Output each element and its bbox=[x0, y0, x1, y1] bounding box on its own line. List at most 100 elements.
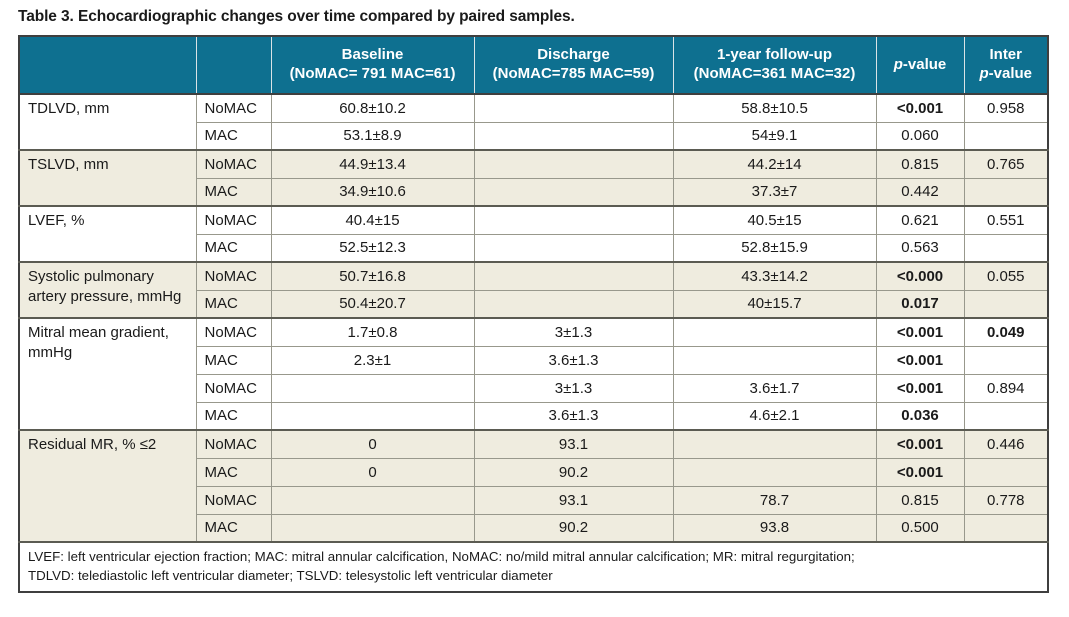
inter-p-value: 0.055 bbox=[963, 261, 1049, 291]
p-value: <0.001 bbox=[875, 317, 965, 347]
inter-p-value: 0.894 bbox=[963, 373, 1049, 403]
baseline-value bbox=[270, 513, 475, 543]
table-row: Systolic pulmonary artery pressure, mmHg… bbox=[18, 261, 1049, 319]
discharge-value bbox=[473, 177, 674, 207]
p-value: <0.001 bbox=[875, 457, 965, 487]
p-value: 0.563 bbox=[875, 233, 965, 263]
p-value: 0.017 bbox=[875, 289, 965, 319]
p-value: 0.060 bbox=[875, 121, 965, 151]
p-value: 0.442 bbox=[875, 177, 965, 207]
header-empty-subgroup bbox=[195, 36, 271, 95]
p-value: <0.000 bbox=[875, 261, 965, 291]
table-row: TDLVD, mm NoMAC 60.8±10.2 58.8±10.5 <0.0… bbox=[18, 93, 1049, 151]
table-row: MAC 90.2 93.8 0.500 bbox=[19, 513, 1049, 543]
followup-value: 93.8 bbox=[672, 513, 877, 543]
discharge-value: 3.6±1.3 bbox=[473, 401, 674, 431]
row-label-lvef: LVEF, % bbox=[18, 205, 197, 263]
footnote-row: LVEF: left ventricular ejection fraction… bbox=[18, 541, 1049, 593]
baseline-value: 53.1±8.9 bbox=[270, 121, 475, 151]
subgroup-cell: NoMAC bbox=[195, 429, 272, 459]
followup-value: 4.6±2.1 bbox=[672, 401, 877, 431]
subgroup-cell: NoMAC bbox=[195, 149, 272, 179]
inter-p-value: 0.778 bbox=[963, 485, 1049, 515]
p-value: 0.500 bbox=[875, 513, 965, 543]
row-label-tdlvd: TDLVD, mm bbox=[18, 93, 197, 151]
row-label-tslvd: TSLVD, mm bbox=[18, 149, 197, 207]
subgroup-cell: NoMAC bbox=[195, 485, 272, 515]
subgroup-cell: NoMAC bbox=[195, 93, 272, 123]
followup-value: 40±15.7 bbox=[672, 289, 877, 319]
discharge-value: 93.1 bbox=[473, 485, 674, 515]
discharge-value bbox=[473, 93, 674, 123]
p-value: <0.001 bbox=[875, 373, 965, 403]
table-row: NoMAC 93.1 78.7 0.815 0.778 bbox=[19, 485, 1049, 515]
subgroup-cell: MAC bbox=[195, 121, 272, 151]
subgroup-cell: MAC bbox=[195, 401, 272, 431]
followup-value bbox=[672, 345, 877, 375]
row-label-mitral-gradient: Mitral mean gradient, mmHg bbox=[18, 317, 197, 431]
table-row: LVEF, % NoMAC 40.4±15 40.5±15 0.621 0.55… bbox=[18, 205, 1049, 263]
table-title: Table 3. Echocardiographic changes over … bbox=[18, 8, 575, 25]
followup-value: 52.8±15.9 bbox=[672, 233, 877, 263]
discharge-value: 3.6±1.3 bbox=[473, 345, 674, 375]
subgroup-cell: NoMAC bbox=[195, 261, 272, 291]
table-row: NoMAC 3±1.3 3.6±1.7 <0.001 0.894 bbox=[19, 373, 1049, 403]
discharge-value: 3±1.3 bbox=[473, 317, 674, 347]
inter-p-value: 0.049 bbox=[963, 317, 1049, 347]
page: Table 3. Echocardiographic changes over … bbox=[18, 8, 1049, 593]
followup-value: 3.6±1.7 bbox=[672, 373, 877, 403]
baseline-value: 50.4±20.7 bbox=[270, 289, 475, 319]
baseline-value: 40.4±15 bbox=[270, 205, 475, 235]
followup-value bbox=[672, 457, 877, 487]
discharge-value: 90.2 bbox=[473, 513, 674, 543]
baseline-value: 60.8±10.2 bbox=[270, 93, 475, 123]
p-value: <0.001 bbox=[875, 345, 965, 375]
baseline-value: 0 bbox=[270, 457, 475, 487]
col-header-pvalue: p-value bbox=[875, 36, 964, 95]
p-value: <0.001 bbox=[875, 93, 965, 123]
col-header-followup: 1-year follow-up (NoMAC=361 MAC=32) bbox=[672, 36, 876, 95]
followup-value: 43.3±14.2 bbox=[672, 261, 877, 291]
baseline-value: 0 bbox=[270, 429, 475, 459]
subgroup-cell: NoMAC bbox=[195, 205, 272, 235]
echocardiographic-table: Baseline (NoMAC= 791 MAC=61) Discharge (… bbox=[18, 35, 1049, 593]
inter-p-value: 0.446 bbox=[963, 429, 1049, 459]
p-value: <0.001 bbox=[875, 429, 965, 459]
discharge-value bbox=[473, 149, 674, 179]
table-row: MAC 3.6±1.3 4.6±2.1 0.036 bbox=[19, 401, 1049, 431]
inter-p-value bbox=[963, 401, 1049, 431]
header-empty-label bbox=[19, 36, 196, 95]
discharge-value bbox=[473, 289, 674, 319]
col-header-inter-pvalue: Inter p-value bbox=[963, 36, 1048, 95]
p-value: 0.815 bbox=[875, 149, 965, 179]
p-value: 0.621 bbox=[875, 205, 965, 235]
followup-value: 37.3±7 bbox=[672, 177, 877, 207]
baseline-value: 50.7±16.8 bbox=[270, 261, 475, 291]
baseline-value bbox=[270, 373, 475, 403]
discharge-value bbox=[473, 233, 674, 263]
header-row: Baseline (NoMAC= 791 MAC=61) Discharge (… bbox=[19, 36, 1048, 95]
subgroup-cell: MAC bbox=[195, 233, 272, 263]
table-footnote: LVEF: left ventricular ejection fraction… bbox=[18, 541, 1049, 593]
footnote-line-2: TDLVD: telediastolic left ventricular di… bbox=[28, 568, 553, 584]
discharge-value bbox=[473, 261, 674, 291]
table-row: MAC 50.4±20.7 40±15.7 0.017 bbox=[19, 289, 1049, 319]
subgroup-cell: MAC bbox=[195, 513, 272, 543]
subgroup-cell: NoMAC bbox=[195, 373, 272, 403]
followup-value: 58.8±10.5 bbox=[672, 93, 877, 123]
inter-p-value: 0.551 bbox=[963, 205, 1049, 235]
inter-p-value bbox=[963, 121, 1049, 151]
baseline-value: 52.5±12.3 bbox=[270, 233, 475, 263]
inter-p-value bbox=[963, 177, 1049, 207]
baseline-value bbox=[270, 485, 475, 515]
row-label-spap: Systolic pulmonary artery pressure, mmHg bbox=[18, 261, 197, 319]
followup-value: 44.2±14 bbox=[672, 149, 877, 179]
followup-value: 40.5±15 bbox=[672, 205, 877, 235]
discharge-value: 90.2 bbox=[473, 457, 674, 487]
baseline-value bbox=[270, 401, 475, 431]
discharge-value: 3±1.3 bbox=[473, 373, 674, 403]
table-row: MAC 0 90.2 <0.001 bbox=[19, 457, 1049, 487]
subgroup-cell: MAC bbox=[195, 457, 272, 487]
inter-p-value bbox=[963, 289, 1049, 319]
discharge-value: 93.1 bbox=[473, 429, 674, 459]
